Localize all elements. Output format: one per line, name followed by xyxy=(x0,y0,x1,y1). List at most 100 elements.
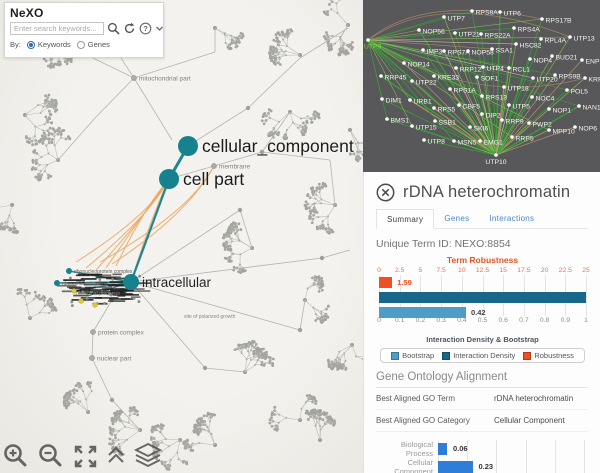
gene-node[interactable] xyxy=(408,98,412,102)
gene-node[interactable] xyxy=(466,49,470,53)
bottom-axis-tick: 0 xyxy=(377,317,381,324)
gene-node[interactable] xyxy=(481,65,485,69)
search-icon[interactable] xyxy=(107,22,120,35)
gene-node[interactable] xyxy=(528,57,532,61)
gene-node[interactable] xyxy=(417,28,421,32)
gene-node-label: SKI6 xyxy=(474,126,489,133)
gene-node[interactable] xyxy=(480,112,484,116)
gene-node[interactable] xyxy=(442,49,446,53)
gene-node-label: UTP18 xyxy=(508,86,529,93)
tab-interactions[interactable]: Interactions xyxy=(489,214,535,223)
gene-node[interactable] xyxy=(410,79,414,83)
gene-node[interactable] xyxy=(454,66,458,70)
top-axis-tick: 22.5 xyxy=(558,267,572,274)
fit-view-icon[interactable] xyxy=(72,443,99,470)
gene-node[interactable] xyxy=(432,74,436,78)
close-icon[interactable] xyxy=(376,183,395,202)
ontology-node[interactable] xyxy=(131,75,137,81)
gene-node-label: IMP3 xyxy=(427,49,443,56)
zoom-out-icon[interactable] xyxy=(37,442,65,470)
gene-node[interactable] xyxy=(410,124,414,128)
interaction-network-region: UTP9 UTP7 RPS8A UTP6 RPS17B NOP56 UTP21 RPS22A R… xyxy=(363,0,600,172)
ontology-node[interactable] xyxy=(123,274,139,290)
ontology-node[interactable] xyxy=(90,329,96,335)
gene-node[interactable] xyxy=(568,35,572,39)
gene-node[interactable] xyxy=(470,9,474,13)
gene-node[interactable] xyxy=(385,117,389,121)
radio-genes[interactable] xyxy=(76,40,85,49)
gene-node[interactable] xyxy=(500,118,504,122)
gene-node[interactable] xyxy=(553,73,557,77)
collapse-icon[interactable] xyxy=(106,443,126,469)
help-icon[interactable]: ? xyxy=(139,22,152,35)
ontology-node-label: mitochondrial part xyxy=(139,76,191,83)
tab-summary[interactable]: Summary xyxy=(376,209,435,229)
gene-node[interactable] xyxy=(502,85,506,89)
gene-node[interactable] xyxy=(577,104,581,108)
gene-node[interactable] xyxy=(540,17,544,21)
gene-node[interactable] xyxy=(490,47,494,51)
gene-node[interactable] xyxy=(380,97,384,101)
gene-node[interactable] xyxy=(573,125,577,129)
gene-node[interactable] xyxy=(547,107,551,111)
chevron-down-icon[interactable] xyxy=(155,24,164,33)
gene-node[interactable] xyxy=(479,32,483,36)
gene-node[interactable] xyxy=(457,103,461,107)
gene-node[interactable] xyxy=(448,87,452,91)
gene-node[interactable] xyxy=(475,75,479,79)
gene-node-label: RRP5 xyxy=(516,136,534,143)
ontology-node[interactable] xyxy=(66,268,72,274)
gene-node[interactable] xyxy=(514,42,518,46)
bar-biological-process xyxy=(438,443,447,455)
gene-node-label: NOP58 xyxy=(472,50,495,57)
gene-node[interactable] xyxy=(379,74,383,78)
gene-node[interactable] xyxy=(580,58,584,62)
gene-node-label: BMS1 xyxy=(391,118,410,125)
ontology-node[interactable] xyxy=(178,136,198,156)
search-input[interactable] xyxy=(10,22,104,35)
layers-icon[interactable] xyxy=(133,442,163,470)
ontology-node[interactable] xyxy=(159,169,179,189)
gene-node-label: RPS8A xyxy=(476,10,499,17)
gene-node[interactable] xyxy=(468,125,472,129)
gene-node[interactable] xyxy=(421,48,425,52)
gene-node-label: SSA1 xyxy=(496,48,514,55)
gene-node[interactable] xyxy=(433,119,437,123)
ontology-node[interactable] xyxy=(211,163,217,169)
gene-node[interactable] xyxy=(510,135,514,139)
gene-node[interactable] xyxy=(507,103,511,107)
gene-node[interactable] xyxy=(422,138,426,142)
gene-node[interactable] xyxy=(583,76,587,80)
gene-node[interactable] xyxy=(531,76,535,80)
gene-node[interactable] xyxy=(402,61,406,65)
gene-node-label: UTP5 xyxy=(513,104,531,111)
gene-node[interactable] xyxy=(478,139,482,143)
gene-node[interactable] xyxy=(527,121,531,125)
gene-node[interactable] xyxy=(442,15,446,19)
gene-node[interactable] xyxy=(507,66,511,70)
gene-node[interactable] xyxy=(432,106,436,110)
gene-node[interactable] xyxy=(480,94,484,98)
tab-genes[interactable]: Genes xyxy=(444,214,470,223)
gene-node[interactable] xyxy=(453,31,457,35)
gene-node[interactable] xyxy=(498,10,502,14)
ontology-graph[interactable]: mitochondrial part membrane cellular_compo… xyxy=(0,0,363,473)
gene-node[interactable] xyxy=(547,128,551,132)
gene-node[interactable] xyxy=(550,54,554,58)
refresh-icon[interactable] xyxy=(123,22,136,35)
ontology-node[interactable] xyxy=(89,355,95,361)
radio-keywords[interactable] xyxy=(26,40,35,49)
gene-node[interactable] xyxy=(452,139,456,143)
zoom-in-icon[interactable] xyxy=(2,442,30,470)
gene-node[interactable] xyxy=(494,153,498,157)
gene-node[interactable] xyxy=(565,88,569,92)
gene-node[interactable] xyxy=(512,26,516,30)
interaction-network-graph[interactable]: UTP9 UTP7 RPS8A UTP6 RPS17B NOP56 UTP21 RPS22A R… xyxy=(363,0,600,172)
gene-node[interactable] xyxy=(366,38,370,42)
bar-value-label: 0.42 xyxy=(470,308,486,317)
go-chart-row: Cellular Component 0.23 xyxy=(376,458,588,473)
gene-node[interactable] xyxy=(539,37,543,41)
gene-node-label: RPS9B xyxy=(559,74,582,81)
gene-node[interactable] xyxy=(530,95,534,99)
ontology-node[interactable] xyxy=(54,280,60,286)
